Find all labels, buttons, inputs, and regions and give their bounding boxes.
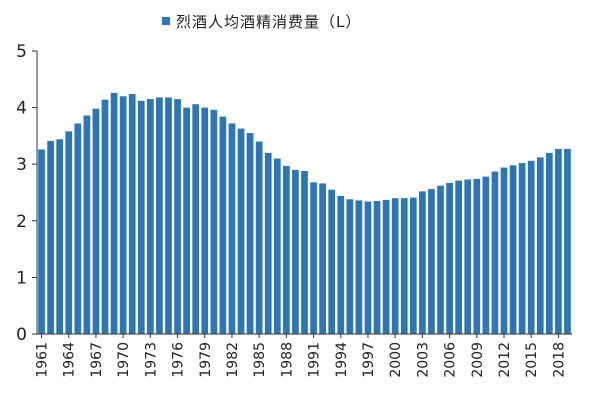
bar-1975 xyxy=(165,97,172,334)
bar-1980 xyxy=(210,109,218,334)
x-tick-label: 2012 xyxy=(497,342,513,378)
y-tick-label: 5 xyxy=(16,42,27,62)
bar-2009 xyxy=(473,178,481,334)
legend-label: 烈酒人均酒精消费量（L） xyxy=(176,12,362,31)
bar-1977 xyxy=(183,107,190,334)
bar-1986 xyxy=(264,152,272,334)
bar-1967 xyxy=(92,108,100,334)
x-tick-label: 1967 xyxy=(89,342,105,378)
bar-2011 xyxy=(491,171,499,334)
bar-2005 xyxy=(437,185,444,334)
bar-1983 xyxy=(237,128,245,334)
bar-1993 xyxy=(328,189,336,334)
x-tick-label: 1982 xyxy=(225,342,241,378)
bar-2003 xyxy=(419,191,426,334)
bar-1991 xyxy=(310,182,317,334)
bar-1972 xyxy=(137,100,145,334)
bar-1962 xyxy=(47,140,54,334)
chart-legend: 烈酒人均酒精消费量（L） xyxy=(162,10,361,32)
bar-1976 xyxy=(174,99,181,334)
bar-1998 xyxy=(373,200,381,334)
bar-2007 xyxy=(455,180,463,334)
bar-1966 xyxy=(83,115,91,335)
bar-1968 xyxy=(101,99,109,335)
bar-1994 xyxy=(337,195,345,334)
y-tick-label: 3 xyxy=(16,155,27,175)
bar-2017 xyxy=(545,152,553,334)
bar-1973 xyxy=(146,99,154,334)
bar-2014 xyxy=(518,163,526,334)
x-tick-label: 2015 xyxy=(524,342,540,378)
bar-2012 xyxy=(500,167,508,334)
x-tick-label: 1994 xyxy=(334,342,350,378)
x-tick-label: 1970 xyxy=(116,342,132,378)
bar-1974 xyxy=(156,97,163,334)
bar-1964 xyxy=(65,131,73,334)
x-tick-label: 1961 xyxy=(35,342,51,378)
bar-1979 xyxy=(201,107,209,334)
bar-2019 xyxy=(564,148,571,334)
x-tick-label: 1988 xyxy=(279,342,295,378)
bar-1978 xyxy=(192,104,200,334)
x-tick-label: 2003 xyxy=(415,342,431,378)
bar-1985 xyxy=(255,141,263,334)
bar-1990 xyxy=(301,170,308,334)
x-tick-label: 2018 xyxy=(551,342,567,378)
x-tick-label: 1997 xyxy=(361,342,377,378)
bar-2010 xyxy=(482,176,490,334)
bar-2018 xyxy=(555,148,562,334)
y-tick-label: 1 xyxy=(16,268,27,288)
x-tick-label: 1985 xyxy=(252,342,268,378)
bar-2016 xyxy=(536,157,544,334)
bar-2000 xyxy=(391,198,399,334)
bar-2006 xyxy=(446,182,453,334)
bar-1987 xyxy=(273,158,281,334)
x-tick-label: 2009 xyxy=(470,342,486,378)
bar-1969 xyxy=(110,92,118,334)
bar-1992 xyxy=(319,183,326,334)
bar-1984 xyxy=(246,133,254,334)
bar-1963 xyxy=(56,139,64,334)
bar-1965 xyxy=(74,123,82,334)
bar-2002 xyxy=(409,197,417,334)
bar-2001 xyxy=(400,198,408,334)
bars-group xyxy=(38,92,571,335)
x-tick-label: 2000 xyxy=(388,342,404,378)
x-tick-label: 1973 xyxy=(143,342,159,378)
bar-1971 xyxy=(128,94,136,335)
bar-1995 xyxy=(346,199,354,334)
bar-1999 xyxy=(382,199,390,334)
y-tick-label: 2 xyxy=(16,212,27,232)
bar-1989 xyxy=(292,169,299,334)
y-tick-label: 4 xyxy=(16,99,27,119)
bar-2015 xyxy=(527,160,535,334)
bar-2013 xyxy=(509,165,517,334)
y-axis-ticks: 0 1 2 3 4 5 xyxy=(16,42,37,345)
bar-1988 xyxy=(283,165,290,334)
bar-1997 xyxy=(364,201,372,334)
x-tick-label: 1979 xyxy=(198,342,214,378)
x-tick-label: 1976 xyxy=(171,342,187,378)
bar-1981 xyxy=(219,116,227,334)
bar-2008 xyxy=(464,179,472,334)
x-tick-label: 2006 xyxy=(443,342,459,378)
legend-swatch xyxy=(162,17,170,25)
x-tick-label: 1991 xyxy=(307,342,323,378)
bar-1996 xyxy=(355,200,363,334)
x-axis-ticks: 1961 1964 1967 1970 1973 1976 1979 1982 1985 1988… xyxy=(35,334,567,378)
bar-1961 xyxy=(38,149,45,334)
bar-2004 xyxy=(428,189,435,334)
bar-1970 xyxy=(119,96,127,334)
x-tick-label: 1964 xyxy=(62,342,78,378)
bar-1982 xyxy=(228,123,236,334)
y-tick-label: 0 xyxy=(16,325,27,345)
